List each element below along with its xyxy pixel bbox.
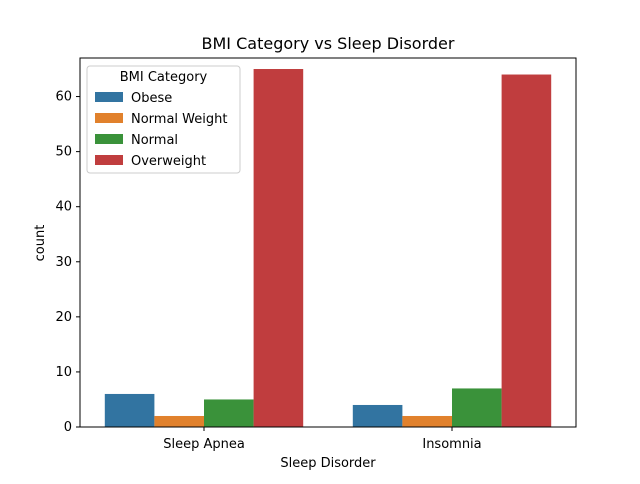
bar xyxy=(104,393,155,427)
chart-title: BMI Category vs Sleep Disorder xyxy=(202,34,455,53)
plot-frame xyxy=(79,57,577,428)
x-axis-label: Sleep Disorder xyxy=(280,456,376,471)
legend-swatch xyxy=(95,92,123,102)
y-tick-label: 30 xyxy=(55,255,72,270)
legend-items: Obese Normal Weight Normal Overweight xyxy=(95,91,227,169)
legend-swatch xyxy=(95,113,123,123)
y-tick-label: 20 xyxy=(55,310,72,325)
legend-frame xyxy=(86,65,241,174)
y-tick-label: 50 xyxy=(55,145,72,160)
legend-entry: Obese xyxy=(131,91,172,106)
y-tick-label: 10 xyxy=(55,365,72,380)
x-tick-label: Sleep Apnea xyxy=(163,437,245,452)
bar xyxy=(352,404,403,427)
y-axis-label: count xyxy=(33,225,48,262)
bar xyxy=(204,399,254,427)
bar xyxy=(154,415,204,427)
bar xyxy=(452,388,502,427)
legend-swatch xyxy=(95,155,123,165)
legend-entry: Overweight xyxy=(131,154,206,169)
legend-title: BMI Category xyxy=(120,70,208,85)
bar xyxy=(253,69,304,427)
legend-entry: Normal xyxy=(131,133,178,148)
y-tick-label: 60 xyxy=(55,90,72,105)
bars-group xyxy=(104,69,552,427)
x-tick-label: Insomnia xyxy=(422,437,481,452)
y-tick-label: 40 xyxy=(55,200,72,215)
legend: BMI Category Obese Normal Weight Normal Ove… xyxy=(86,65,241,174)
legend-swatch xyxy=(95,134,123,144)
x-axis: Sleep Apnea Insomnia xyxy=(163,427,482,452)
y-tick-label: 0 xyxy=(64,420,72,435)
y-axis: 0 10 20 30 40 50 60 xyxy=(55,90,80,435)
bar xyxy=(501,74,552,427)
legend-entry: Normal Weight xyxy=(131,112,227,127)
bar xyxy=(402,415,452,427)
